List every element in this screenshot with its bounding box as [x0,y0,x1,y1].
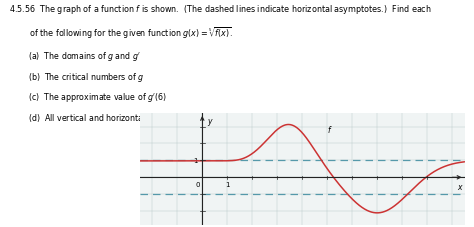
Text: 0: 0 [195,181,200,187]
Text: of the following for the given function $g(x) = \sqrt[5]{f(x)}$.: of the following for the given function … [9,25,234,40]
Text: (b)  The critical numbers of $g$: (b) The critical numbers of $g$ [28,70,145,83]
Text: x: x [457,183,462,192]
Text: y: y [207,116,211,125]
Text: (c)  The approximate value of $g'(6)$: (c) The approximate value of $g'(6)$ [28,91,167,104]
Text: 4.5.56  The graph of a function $f$ is shown.  (The dashed lines indicate horizo: 4.5.56 The graph of a function $f$ is sh… [9,3,432,16]
Text: (d)  All vertical and horizontal asymptotes of $g$: (d) All vertical and horizontal asymptot… [28,111,213,124]
Text: 1: 1 [225,181,229,187]
Text: 1: 1 [193,158,198,164]
Text: $f$: $f$ [327,123,333,134]
Text: (a)  The domains of $g$ and $g'$: (a) The domains of $g$ and $g'$ [28,50,141,63]
